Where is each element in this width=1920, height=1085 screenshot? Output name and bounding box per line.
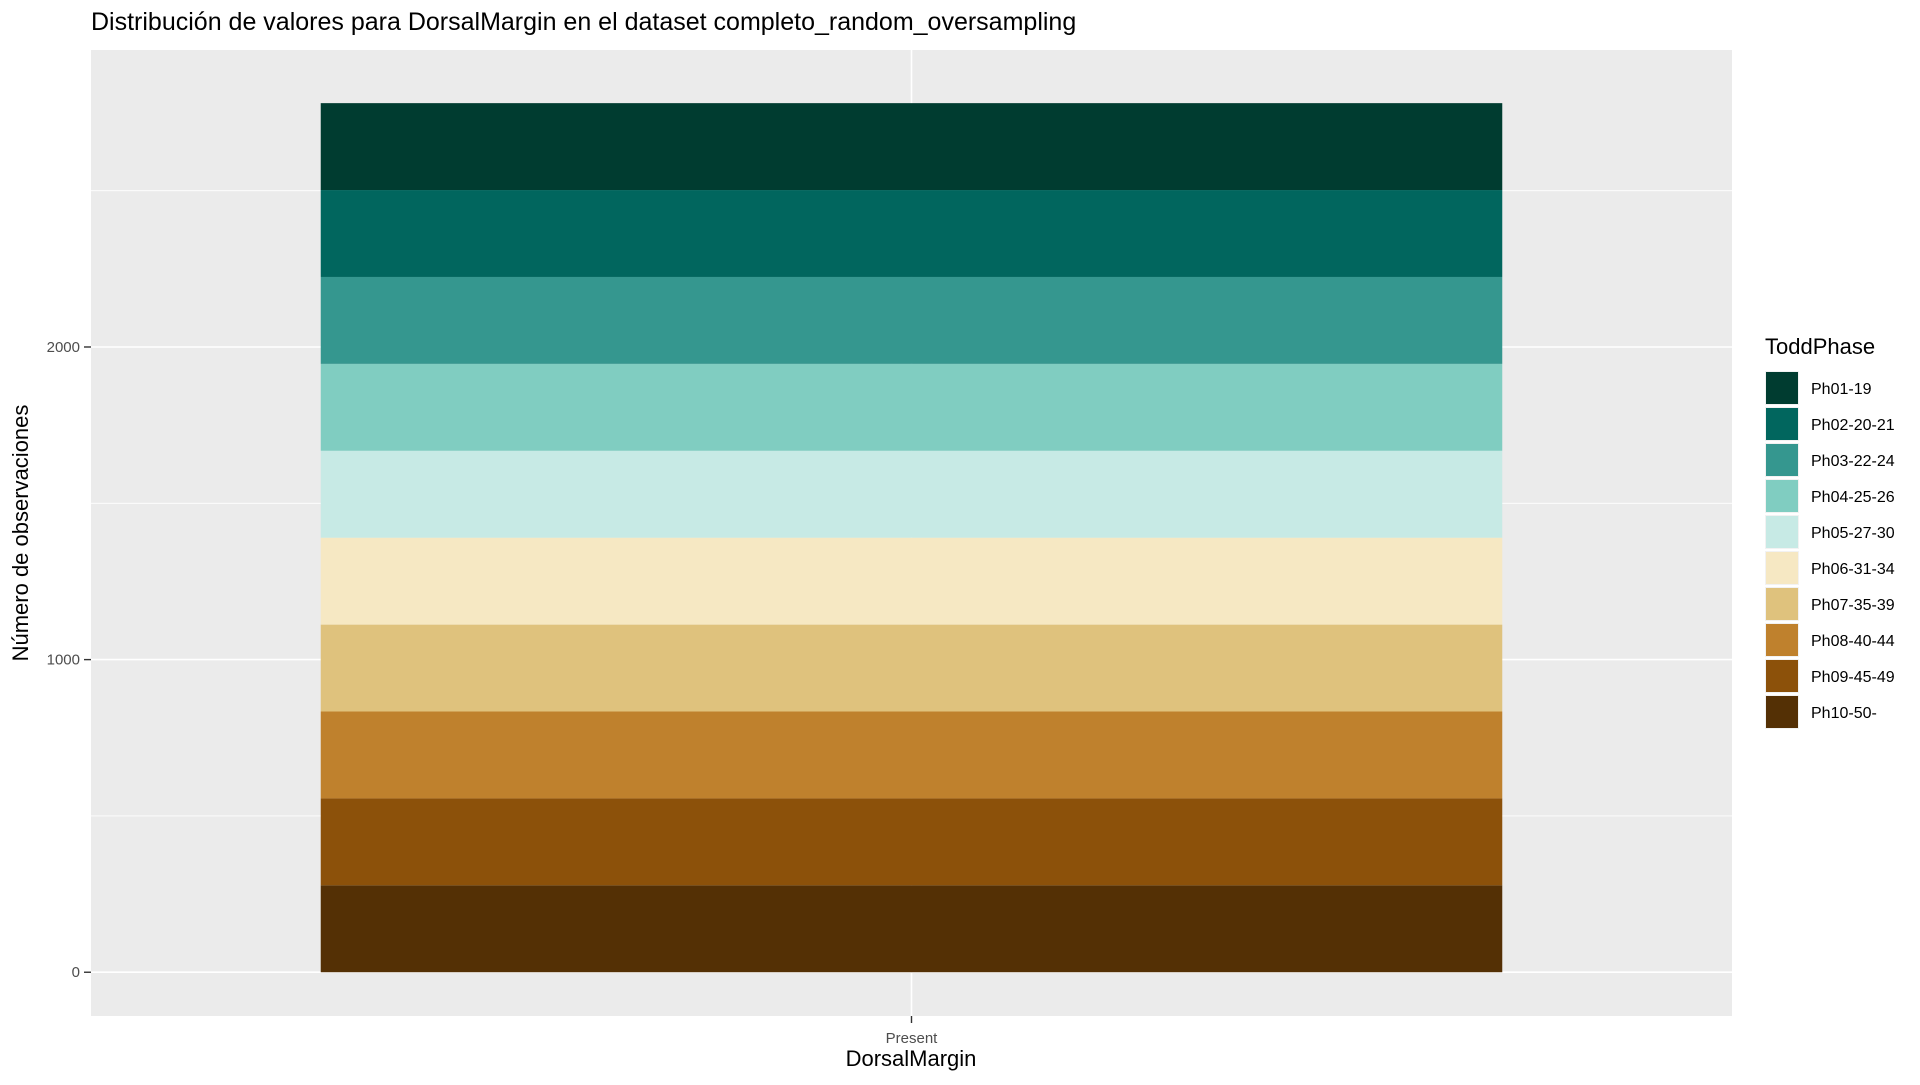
y-tick-label: 0 xyxy=(72,964,80,981)
chart-title: Distribución de valores para DorsalMargi… xyxy=(91,8,1076,36)
legend-label: Ph09-45-49 xyxy=(1811,669,1895,686)
legend-swatch-ph03-22-24 xyxy=(1766,444,1798,476)
legend-swatch-ph07-35-39 xyxy=(1766,588,1798,620)
bar-segment-ph09-45-49 xyxy=(320,798,1503,886)
legend-label: Ph01-19 xyxy=(1811,381,1872,398)
legend-label: Ph07-35-39 xyxy=(1811,597,1895,614)
x-axis-title: DorsalMargin xyxy=(846,1046,977,1071)
legend: ToddPhase Ph01-19 Ph02-20-21 Ph03-22-24 Ph0… xyxy=(1765,334,1895,729)
bar-segment-ph03-22-24 xyxy=(320,276,1503,364)
legend-swatch-ph04-25-26 xyxy=(1766,480,1798,512)
legend-swatch-ph02-20-21 xyxy=(1766,408,1798,440)
legend-label: Ph06-31-34 xyxy=(1811,561,1895,578)
legend-swatch-ph05-27-30 xyxy=(1766,516,1798,548)
y-axis: 0 1000 2000 xyxy=(47,339,91,981)
x-axis: Present xyxy=(886,1016,939,1047)
x-tick-label: Present xyxy=(886,1030,939,1047)
bar-segment-ph10-50- xyxy=(320,885,1503,973)
legend-swatch-ph10-50- xyxy=(1766,696,1798,728)
legend-label: Ph02-20-21 xyxy=(1811,417,1895,434)
legend-swatch-ph08-40-44 xyxy=(1766,624,1798,656)
bar-segment-ph04-25-26 xyxy=(320,363,1503,451)
y-tick-label: 1000 xyxy=(47,652,80,669)
legend-title: ToddPhase xyxy=(1765,334,1875,359)
bar-segment-ph07-35-39 xyxy=(320,624,1503,712)
legend-swatch-ph09-45-49 xyxy=(1766,660,1798,692)
legend-label: Ph08-40-44 xyxy=(1811,633,1895,650)
bar-segment-ph01-19 xyxy=(320,103,1503,191)
legend-swatch-ph06-31-34 xyxy=(1766,552,1798,584)
legend-label: Ph04-25-26 xyxy=(1811,489,1895,506)
bar-segment-ph06-31-34 xyxy=(320,537,1503,625)
bar-segment-ph02-20-21 xyxy=(320,190,1503,277)
y-axis-title: Número de observaciones xyxy=(8,405,33,662)
bar-segments xyxy=(320,103,1503,973)
legend-label: Ph03-22-24 xyxy=(1811,453,1895,470)
legend-label: Ph10-50- xyxy=(1811,705,1877,722)
y-tick-label: 2000 xyxy=(47,339,80,356)
legend-label: Ph05-27-30 xyxy=(1811,525,1895,542)
legend-swatch-ph01-19 xyxy=(1766,372,1798,404)
bar-segment-ph05-27-30 xyxy=(320,450,1503,538)
bar-segment-ph08-40-44 xyxy=(320,711,1503,799)
